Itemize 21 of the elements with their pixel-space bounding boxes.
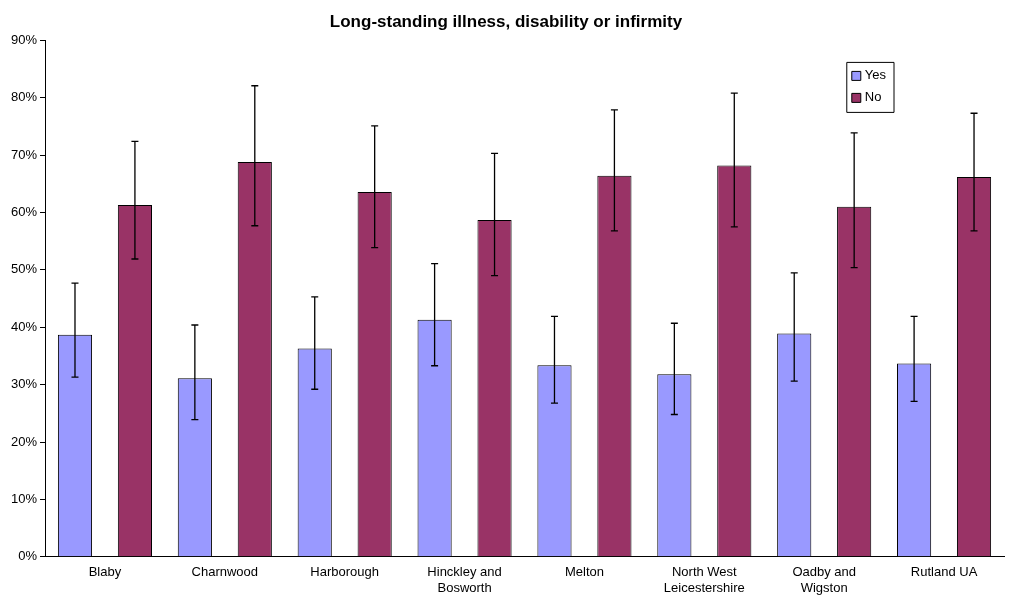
- legend-label: Yes: [864, 67, 887, 83]
- y-tick-label: 30%: [10, 376, 38, 392]
- y-tick-label: 10%: [10, 491, 38, 506]
- y-tick-label: 0%: [18, 548, 38, 564]
- x-tick-label: North West Leicestershire: [663, 564, 745, 595]
- x-tick-label: Charnwood: [191, 564, 259, 580]
- y-tick-label: 70%: [10, 146, 38, 162]
- y-tick-label: 80%: [10, 89, 38, 105]
- x-tick-label: Harborough: [310, 564, 380, 580]
- x-tick-label: Blaby: [88, 564, 122, 580]
- legend-label: No: [864, 89, 882, 105]
- x-tick-label: Melton: [564, 564, 604, 580]
- x-tick-label: Hinckley and Bosworth: [427, 564, 502, 595]
- y-tick-label: 40%: [10, 318, 38, 334]
- y-tick-label: 20%: [10, 433, 38, 449]
- y-tick-label: 90%: [10, 31, 38, 47]
- chart-title: Long-standing illness, disability or infirmity: [329, 11, 683, 31]
- y-tick-label: 60%: [10, 204, 38, 220]
- x-tick-label: Oadby and Wigston: [792, 564, 856, 595]
- y-tick-label: 50%: [10, 261, 38, 277]
- x-tick-label: Rutland UA: [910, 564, 978, 580]
